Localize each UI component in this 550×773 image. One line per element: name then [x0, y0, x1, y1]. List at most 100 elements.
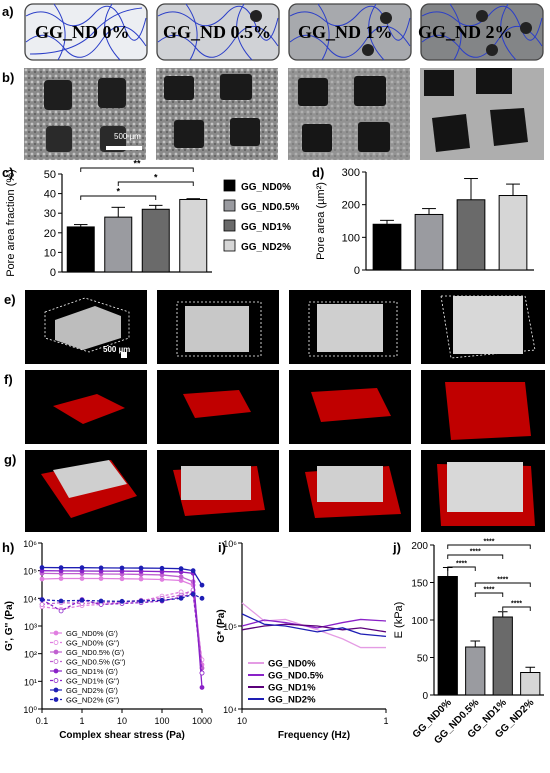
legend-label-1: GG_ND0.5%	[241, 202, 299, 213]
chart-frequency-sweep: 10⁴ 10⁵ 10⁶ 10 1 Frequency (Hz) G* (Pa) GG_ND0%…	[216, 539, 389, 741]
bar-3	[498, 195, 528, 271]
legend-swatch-0	[223, 179, 236, 192]
significance-label-0: ****	[484, 539, 495, 546]
significance-label-4: ****	[484, 587, 495, 594]
sem-image-0	[24, 68, 146, 160]
y-tick-label: 10⁵	[223, 622, 237, 632]
series-line-6	[41, 566, 203, 586]
panel-label-j: j)	[393, 540, 401, 555]
series-0-point-4	[119, 576, 125, 582]
legend-label-0: GG_ND0%	[241, 182, 291, 193]
significance-bracket-5	[502, 606, 531, 611]
series-7-point-1	[58, 598, 64, 604]
bar-0	[437, 576, 458, 696]
series-7-point-2	[79, 597, 85, 603]
significance-label-5: ****	[511, 601, 522, 608]
legend-label-6: GG_ND2% (G')	[66, 686, 118, 695]
sem-image-2	[288, 68, 410, 160]
series-0-point-3	[98, 576, 104, 581]
y-axis-label: Pore area fraction (%)	[5, 169, 17, 277]
series-7-point-6	[159, 597, 165, 603]
series-line-3	[41, 589, 203, 674]
panel-label-c: c)	[2, 165, 14, 180]
y-tick-label: 0	[354, 265, 360, 277]
significance-bracket-4	[474, 592, 504, 597]
schematic-0	[24, 3, 148, 61]
y-tick-label: 10⁰	[23, 705, 37, 715]
series-line-7	[41, 593, 203, 602]
y-axis-label: G* (Pa)	[216, 609, 227, 642]
series-line-3	[241, 613, 387, 638]
sem-image-3	[420, 68, 544, 160]
bar-3	[520, 672, 541, 696]
y-axis-label: E (kPa)	[393, 602, 405, 639]
schematic-label-1: GG_ND 0.5%	[163, 22, 271, 42]
series-2-point-7	[178, 574, 184, 580]
y-tick-label: 100	[411, 616, 428, 627]
bar-1	[465, 646, 486, 696]
series-line-0	[241, 602, 386, 649]
series-7-point-3	[98, 598, 104, 604]
bar-2	[141, 208, 170, 273]
series-4-point-9	[199, 685, 205, 690]
legend-label-3: GG_ND2%	[241, 242, 291, 253]
y-tick-label: 40	[44, 189, 56, 201]
panel-label-f: f)	[4, 372, 13, 387]
legend-label-3: GG_ND0.5% (G'')	[66, 658, 126, 667]
series-7-point-8	[190, 591, 196, 597]
x-tick-label: 100	[154, 716, 169, 726]
significance-bracket-1	[117, 181, 194, 186]
panel-label-b: b)	[2, 70, 15, 85]
y-tick-label: 300	[342, 167, 360, 179]
legend-marker-7	[53, 697, 59, 702]
bar-0	[372, 223, 402, 271]
legend-label-0: GG_ND0% (G')	[66, 629, 118, 638]
y-tick-label: 10⁵	[23, 567, 37, 577]
series-0-point-6	[159, 577, 165, 582]
y-tick-label: 10¹	[24, 677, 37, 687]
series-0-point-1	[58, 576, 64, 581]
legend-label-2: GG_ND1%	[268, 683, 316, 694]
series-6-point-2	[79, 565, 85, 571]
y-tick-label: 10	[44, 247, 56, 259]
series-5-point-1	[58, 608, 64, 614]
significance-bracket-2	[80, 195, 157, 200]
series-0-point-5	[138, 576, 144, 582]
sem-image-1	[156, 68, 278, 160]
y-tick-label: 10⁴	[23, 594, 37, 604]
series-0-point-0	[39, 576, 45, 582]
series-6-point-6	[159, 565, 165, 571]
y-axis-label: Pore area (µm²)	[315, 182, 327, 260]
bar-1	[414, 213, 444, 271]
schematic-2	[288, 3, 412, 61]
y-tick-label: 100	[342, 232, 360, 244]
legend-label-4: GG_ND1% (G')	[66, 667, 118, 676]
legend-label-0: GG_ND0%	[268, 659, 316, 670]
schematic-3	[420, 3, 544, 61]
micro-ct-row-f	[25, 370, 545, 444]
series-7-point-5	[138, 598, 144, 604]
legend-swatch-3	[223, 239, 236, 252]
series-line-1	[241, 618, 387, 629]
bar-2	[492, 616, 513, 696]
series-3-point-0	[39, 602, 45, 607]
panel-label-d: d)	[312, 165, 325, 180]
x-axis-label: Frequency (Hz)	[278, 730, 350, 741]
micro-ct-row-g	[25, 450, 545, 532]
bar-3	[179, 198, 208, 273]
sem-scale-bar-label: 500 µm	[114, 132, 141, 141]
legend-marker-4	[53, 668, 59, 674]
legend-marker-0	[53, 630, 59, 636]
panel-label-g: g)	[4, 452, 17, 467]
series-line-0	[41, 577, 203, 665]
significance-label-3: ****	[497, 577, 508, 584]
y-tick-label: 10³	[24, 622, 37, 632]
y-tick-label: 200	[342, 200, 360, 212]
significance-bracket-3	[474, 582, 531, 587]
series-6-point-0	[39, 565, 45, 570]
chart-pore-area: 0 100 200 300 Pore area (µm²)	[315, 167, 534, 277]
legend-marker-1	[53, 640, 59, 645]
panel-label-h: h)	[2, 540, 15, 555]
